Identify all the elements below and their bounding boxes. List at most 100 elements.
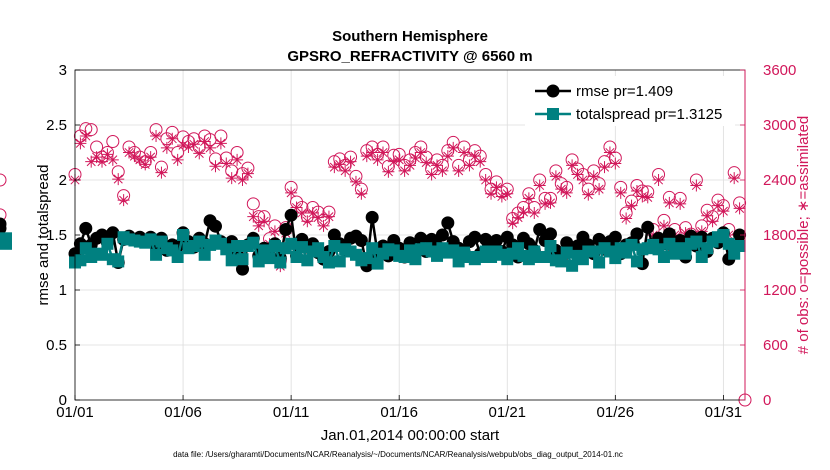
- x-tick-label: 01/26: [597, 404, 635, 421]
- totalspread-point: [447, 244, 460, 257]
- obs-assimilated-point: [247, 210, 260, 223]
- obs-assimilated-point: [112, 173, 125, 186]
- y-axis-label-right: # of obs: o=possible; ∗=assimilated: [795, 116, 812, 355]
- rmse-point: [435, 228, 449, 242]
- obs-assimilated-point: [690, 179, 703, 192]
- obs-assimilated-point: [711, 199, 724, 212]
- rmse-point: [662, 227, 676, 241]
- obs-assimilated-point: [528, 207, 541, 219]
- x-tick-label: 01/21: [488, 404, 526, 421]
- totalspread-point: [625, 238, 638, 251]
- obs-assimilated-point: [123, 146, 136, 159]
- obs-assimilated-point: [485, 187, 498, 200]
- obs-assimilated-point: [101, 148, 114, 161]
- obs-assimilated-point: [425, 168, 438, 181]
- obs-assimilated-point: [360, 150, 373, 163]
- obs-assimilated-point: [187, 138, 200, 151]
- y-tick-label-right: 2400: [763, 172, 796, 189]
- obs-assimilated-point: [290, 201, 303, 214]
- totalspread-point: [328, 240, 341, 252]
- legend-spread-marker: [547, 108, 559, 120]
- obs-assimilated-point: [177, 139, 190, 152]
- totalspread-point: [231, 240, 244, 252]
- rmse-point: [543, 227, 557, 241]
- obs-assimilated-point: [166, 132, 179, 145]
- totalspread-point: [630, 255, 643, 268]
- obs-assimilated-point: [495, 190, 508, 203]
- obs-assimilated-point: [614, 186, 627, 199]
- obs-assimilated-point: [155, 166, 168, 179]
- obs-assimilated-point: [106, 153, 119, 166]
- totalspread-point: [679, 247, 692, 260]
- obs-assimilated-point: [139, 158, 152, 171]
- obs-assimilated-point: [128, 150, 141, 163]
- totalspread-point: [539, 251, 552, 263]
- obs-assimilated-point: [209, 160, 222, 173]
- totalspread-point: [247, 236, 260, 249]
- obs-assimilated-point: [512, 211, 525, 224]
- obs-assimilated-point: [674, 197, 687, 210]
- obs-assimilated-point: [506, 217, 519, 230]
- obs-assimilated-point: [663, 196, 676, 209]
- obs-assimilated-point: [285, 186, 298, 199]
- obs-assimilated-point: [463, 159, 476, 172]
- obs-assimilated-point: [258, 215, 271, 228]
- obs-assimilated-point: [636, 190, 649, 203]
- obs-possible-point: [0, 208, 7, 222]
- rmse-point: [733, 228, 747, 242]
- rmse-point: [489, 234, 503, 247]
- obs-assimilated-point: [533, 179, 546, 192]
- totalspread-point: [220, 243, 233, 256]
- totalspread-point: [301, 254, 314, 267]
- obs-assimilated-point: [295, 207, 308, 219]
- totalspread-point: [295, 241, 308, 254]
- x-tick-label: 01/31: [705, 404, 743, 421]
- obs-assimilated-point: [366, 146, 379, 159]
- rmse-point: [354, 234, 368, 247]
- obs-assimilated-point: [96, 155, 109, 168]
- obs-assimilated-point: [204, 141, 217, 154]
- totalspread-point: [263, 252, 276, 265]
- totalspread-point: [285, 237, 298, 250]
- rmse-point: [279, 223, 293, 236]
- obs-possible-point: [0, 173, 7, 187]
- obs-assimilated-point: [160, 141, 173, 154]
- x-axis-label: Jan.01,2014 00:00:00 start: [321, 427, 500, 444]
- obs-assimilated-point: [404, 159, 416, 172]
- rmse-point: [208, 219, 222, 233]
- obs-assimilated-point: [641, 191, 654, 204]
- obs-assimilated-point: [479, 174, 492, 186]
- obs-assimilated-point: [193, 147, 206, 160]
- obs-assimilated-point: [241, 167, 254, 180]
- obs-assimilated-point: [474, 155, 487, 168]
- totalspread-point: [252, 255, 265, 268]
- totalspread-point: [144, 233, 157, 246]
- totalspread-point: [74, 254, 87, 267]
- rmse-point: [106, 226, 120, 240]
- obs-assimilated-point: [409, 152, 422, 164]
- data-file-footer: data file: /Users/gharamti/Documents/NCA…: [173, 450, 623, 459]
- obs-assimilated-point: [490, 181, 503, 194]
- obs-assimilated-point: [231, 153, 244, 166]
- obs-assimilated-point: [717, 205, 730, 218]
- obs-assimilated-point: [544, 196, 557, 209]
- legend-rmse-marker: [546, 84, 560, 98]
- obs-assimilated-point: [252, 219, 265, 232]
- obs-assimilated-point: [458, 146, 471, 159]
- obs-assimilated-point: [609, 157, 622, 170]
- obs-assimilated-point: [452, 164, 465, 177]
- totalspread-point: [560, 246, 573, 259]
- rmse-point: [533, 223, 547, 236]
- totalspread-point: [690, 235, 703, 248]
- obs-assimilated-point: [268, 225, 281, 238]
- totalspread-point: [177, 229, 190, 241]
- obs-assimilated-point: [339, 164, 352, 177]
- y-tick-label-right: 3000: [763, 117, 796, 134]
- obs-assimilated-point: [701, 209, 714, 222]
- obs-assimilated-point: [630, 185, 643, 197]
- chart-subtitle: GPSRO_REFRACTIVITY @ 6560 m: [287, 48, 532, 65]
- totalspread-point: [544, 240, 557, 252]
- totalspread-point: [587, 245, 600, 258]
- legend-spread-label: totalspread pr=1.3125: [576, 106, 722, 123]
- obs-assimilated-point: [220, 157, 233, 170]
